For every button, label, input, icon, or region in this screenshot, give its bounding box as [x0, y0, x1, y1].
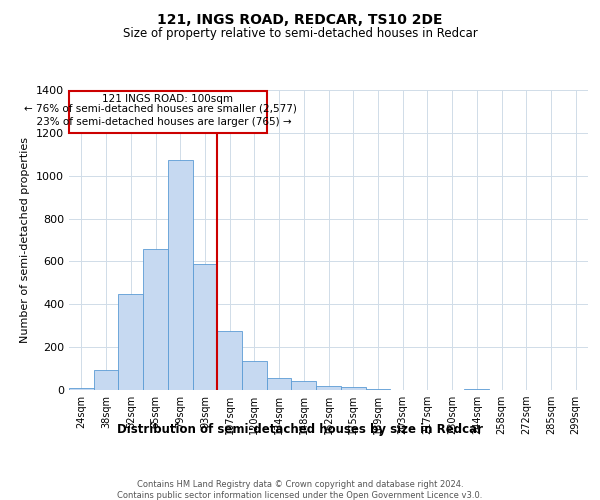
Y-axis label: Number of semi-detached properties: Number of semi-detached properties: [20, 137, 31, 343]
Text: 23% of semi-detached houses are larger (765) →: 23% of semi-detached houses are larger (…: [29, 116, 291, 126]
FancyBboxPatch shape: [69, 91, 267, 133]
Bar: [143, 248, 168, 390]
Bar: [267, 378, 292, 390]
Text: Contains HM Land Registry data © Crown copyright and database right 2024.: Contains HM Land Registry data © Crown c…: [137, 480, 463, 489]
Text: 121, INGS ROAD, REDCAR, TS10 2DE: 121, INGS ROAD, REDCAR, TS10 2DE: [157, 12, 443, 26]
Text: Size of property relative to semi-detached houses in Redcar: Size of property relative to semi-detach…: [122, 28, 478, 40]
Text: ← 76% of semi-detached houses are smaller (2,577): ← 76% of semi-detached houses are smalle…: [24, 103, 297, 113]
Bar: [69, 388, 94, 390]
Bar: [168, 160, 193, 390]
Bar: [193, 264, 217, 390]
Text: Distribution of semi-detached houses by size in Redcar: Distribution of semi-detached houses by …: [117, 422, 483, 436]
Bar: [316, 386, 341, 390]
Bar: [292, 382, 316, 390]
Bar: [341, 387, 365, 390]
Text: Contains public sector information licensed under the Open Government Licence v3: Contains public sector information licen…: [118, 491, 482, 500]
Bar: [242, 361, 267, 390]
Bar: [365, 389, 390, 390]
Bar: [118, 294, 143, 390]
Bar: [94, 370, 118, 390]
Bar: [217, 331, 242, 390]
Text: 121 INGS ROAD: 100sqm: 121 INGS ROAD: 100sqm: [103, 94, 233, 104]
